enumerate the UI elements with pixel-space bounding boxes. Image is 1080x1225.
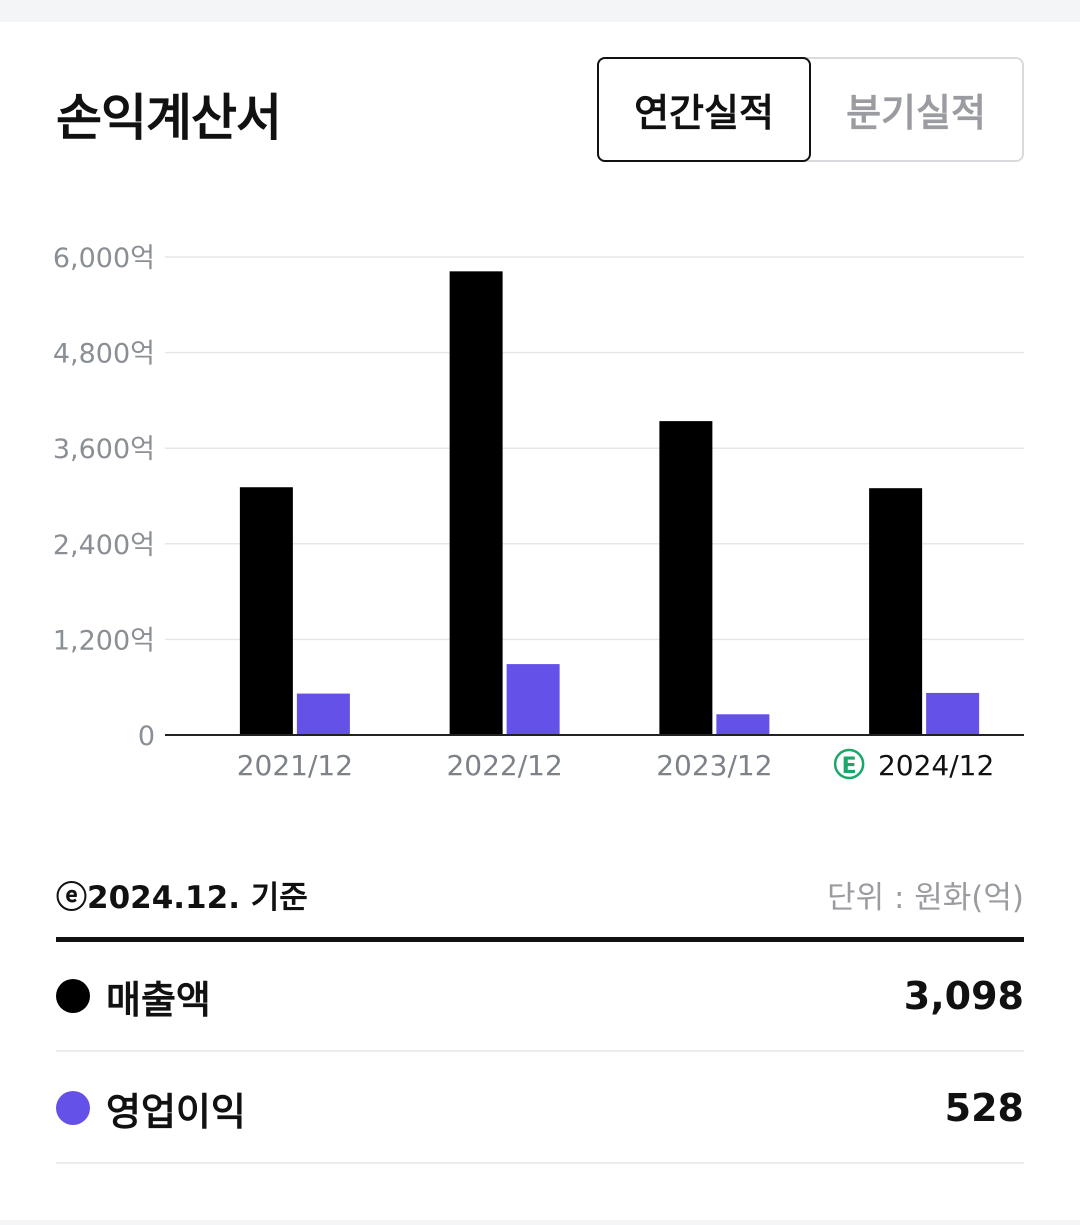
- revenue-bar: [239, 487, 293, 735]
- revenue-value: 3,098: [903, 974, 1024, 1018]
- basis-date: ⓔ2024.12. 기준: [56, 880, 308, 916]
- operating-profit-bar: [926, 692, 980, 735]
- bar-chart: 0 1,200억 2,400억 3,600억 4,800억 6,000억 2021/12 20…: [53, 243, 1024, 782]
- operating-profit-dot: [56, 1091, 90, 1125]
- x-tick-label: 2023/12: [656, 749, 772, 782]
- revenue-bar: [659, 421, 713, 735]
- y-tick-label: 1,200억: [53, 625, 155, 656]
- estimate-badge-icon: [833, 748, 865, 780]
- estimate-badge-letter: E: [842, 754, 857, 779]
- operating-profit-value: 528: [944, 1086, 1024, 1130]
- operating-profit-label: 영업이익: [106, 1089, 246, 1134]
- divider: [56, 937, 1024, 942]
- operating-profit-bar: [296, 693, 350, 735]
- y-tick-label: 0: [138, 721, 155, 752]
- x-tick-label: 2024/12: [878, 749, 994, 782]
- tab-quarterly[interactable]: 분기실적: [846, 91, 986, 135]
- x-tick-label: 2022/12: [446, 749, 562, 782]
- revenue-label: 매출액: [106, 977, 211, 1022]
- revenue-bar: [869, 488, 923, 735]
- revenue-dot: [56, 979, 90, 1013]
- unit-label: 단위 : 원화(억): [827, 880, 1024, 916]
- tab-annual[interactable]: 연간실적: [597, 57, 811, 162]
- revenue-bar: [449, 271, 503, 735]
- x-tick-label: 2021/12: [237, 749, 353, 782]
- legend-row-revenue: 매출액 3,098: [56, 942, 1024, 1052]
- page-title: 손익계산서: [56, 89, 282, 147]
- operating-profit-bar: [506, 664, 560, 735]
- y-tick-label: 6,000억: [53, 243, 155, 274]
- legend-row-operating-profit: 영업이익 528: [56, 1054, 1024, 1164]
- y-tick-label: 3,600억: [53, 434, 155, 465]
- period-toggle: 연간실적 분기실적: [597, 57, 1024, 162]
- y-tick-label: 2,400억: [53, 530, 155, 561]
- operating-profit-bar: [716, 714, 770, 735]
- y-tick-label: 4,800억: [53, 339, 155, 370]
